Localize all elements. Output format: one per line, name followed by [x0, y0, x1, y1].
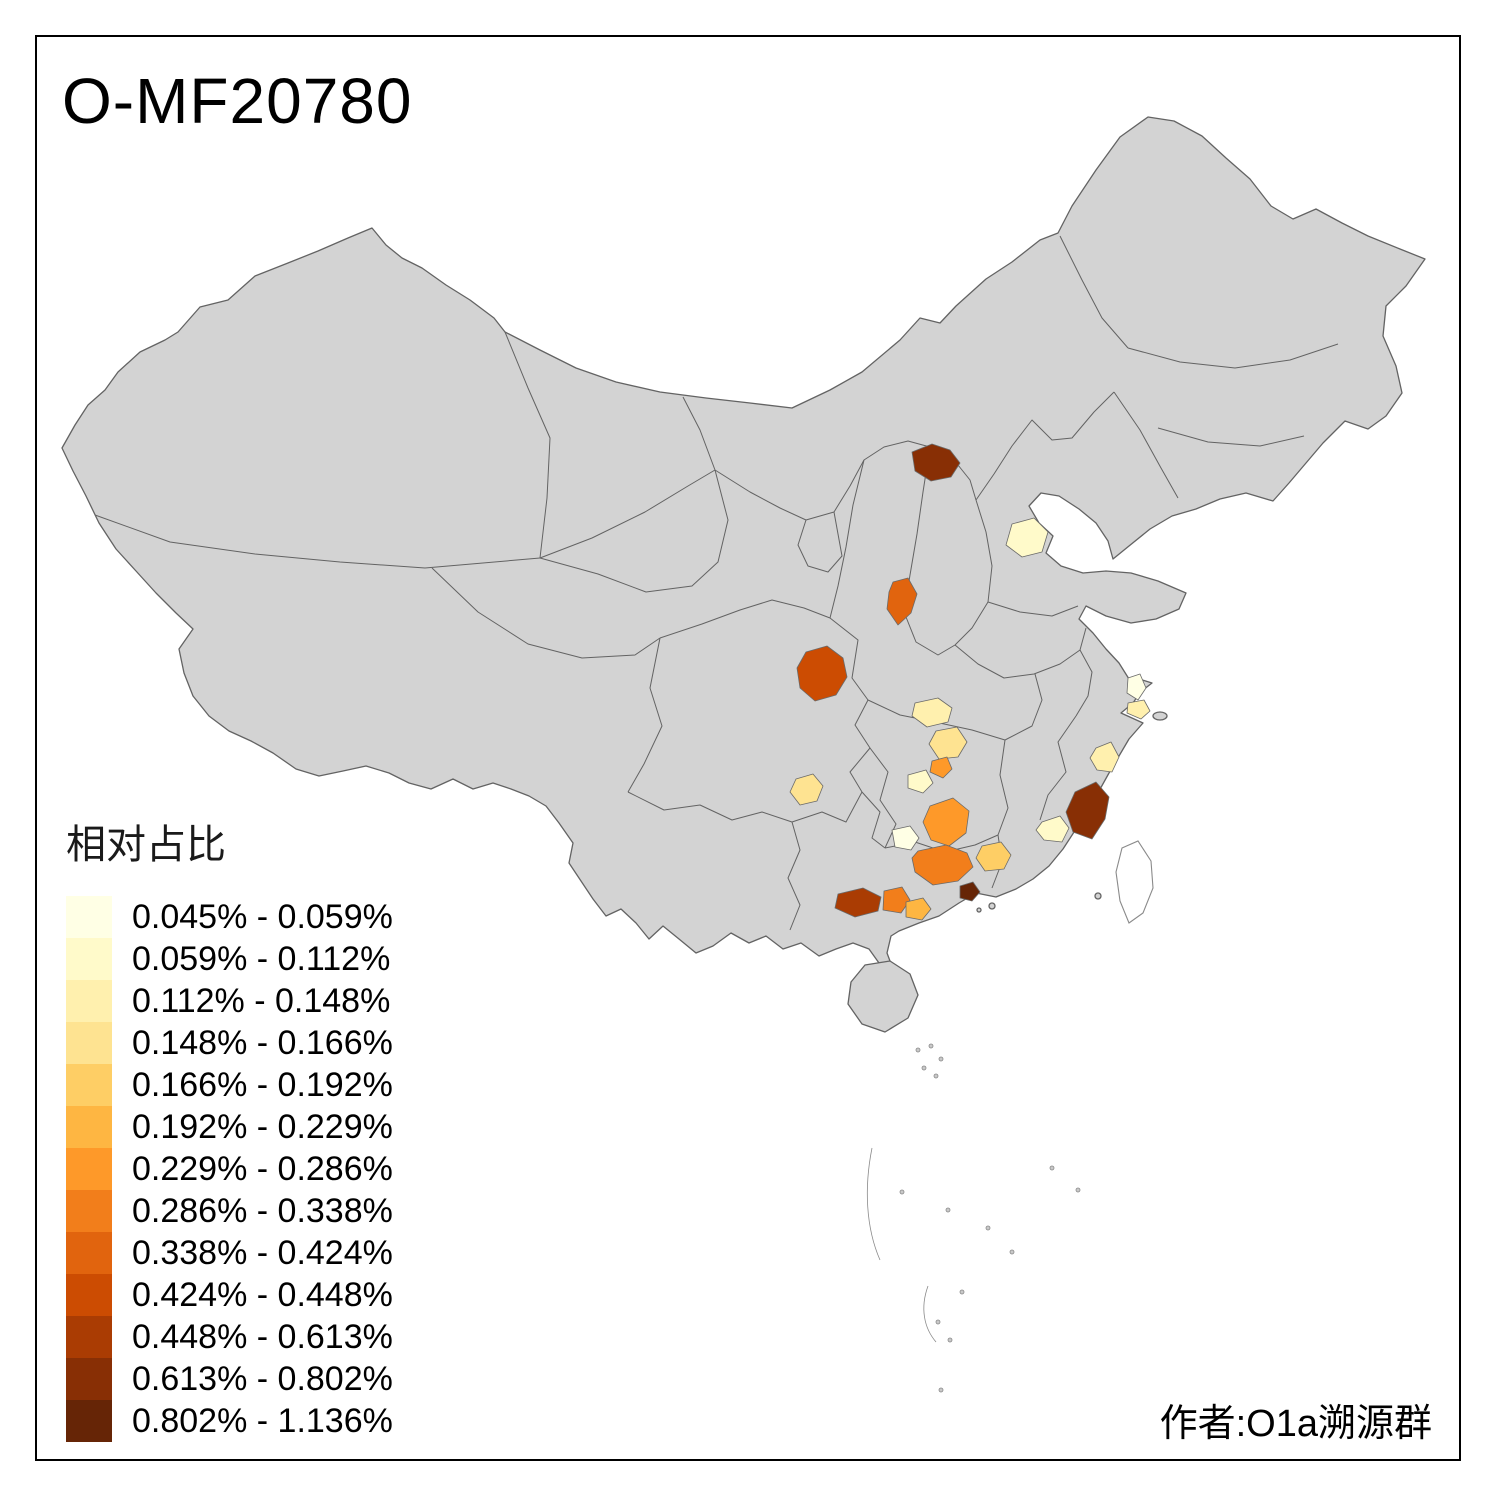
colored-prefectures [789, 443, 1151, 921]
map-region-patch [834, 887, 882, 918]
legend-item: 0.802% - 1.136% [66, 1400, 393, 1442]
legend-item: 0.112% - 0.148% [66, 980, 393, 1022]
legend-swatch [66, 1148, 112, 1190]
legend-label: 0.802% - 1.136% [132, 1401, 393, 1440]
legend-label: 0.424% - 0.448% [132, 1275, 393, 1314]
legend-swatch [66, 1022, 112, 1064]
zhoushan-island [1152, 711, 1168, 721]
penghu-island [1094, 892, 1102, 900]
legend-label: 0.448% - 0.613% [132, 1317, 393, 1356]
legend-item: 0.166% - 0.192% [66, 1064, 393, 1106]
legend-item: 0.229% - 0.286% [66, 1148, 393, 1190]
legend-swatch [66, 1190, 112, 1232]
legend-title: 相对占比 [66, 823, 226, 867]
legend-item: 0.045% - 0.059% [66, 896, 393, 938]
legend-swatch [66, 1064, 112, 1106]
legend-item: 0.338% - 0.424% [66, 1232, 393, 1274]
legend-swatch [66, 938, 112, 980]
china-base [61, 116, 1426, 1033]
page-title: O-MF20780 [62, 65, 413, 137]
legend-label: 0.059% - 0.112% [132, 939, 391, 978]
map-region-patch [1126, 699, 1151, 720]
map-region-patch [891, 825, 920, 851]
legend-swatch [66, 1106, 112, 1148]
attribution: 作者:O1a溯源群 [1159, 1403, 1432, 1445]
legend-item: 0.192% - 0.229% [66, 1106, 393, 1148]
legend-swatch [66, 1400, 112, 1442]
legend-item: 0.148% - 0.166% [66, 1022, 393, 1064]
map-region-patch [911, 443, 961, 482]
taiwan-island [1115, 840, 1154, 924]
map-region-patch [886, 577, 918, 626]
legend-swatch [66, 1358, 112, 1400]
legend-swatch [66, 1274, 112, 1316]
map-region-patch [1089, 741, 1120, 773]
map-region-patch [975, 841, 1012, 872]
map-region-patch [922, 797, 970, 847]
legend-label: 0.229% - 0.286% [132, 1149, 393, 1188]
legend-items: 0.045% - 0.059% 0.059% - 0.112% 0.112% - 0… [66, 896, 393, 1442]
map-region-patch [911, 844, 974, 886]
legend-swatch [66, 896, 112, 938]
map-region-patch [1005, 517, 1049, 558]
legend-item: 0.286% - 0.338% [66, 1190, 393, 1232]
legend-item: 0.448% - 0.613% [66, 1316, 393, 1358]
hainan-island [847, 960, 919, 1033]
map-region-patch [796, 645, 848, 702]
map-region-patch [907, 769, 934, 794]
map-region-patch [1035, 815, 1070, 843]
legend-swatch [66, 1316, 112, 1358]
legend-swatch [66, 980, 112, 1022]
legend-label: 0.112% - 0.148% [132, 981, 391, 1020]
macau-island [976, 907, 982, 913]
hongkong-island [988, 902, 996, 910]
map-region-patch [789, 773, 824, 806]
map-region-patch [959, 881, 981, 902]
south-china-sea-islets [866, 1043, 1081, 1393]
legend-label: 0.338% - 0.424% [132, 1233, 393, 1272]
map-region-patch [928, 726, 968, 760]
legend-label: 0.148% - 0.166% [132, 1023, 393, 1062]
legend-label: 0.045% - 0.059% [132, 897, 393, 936]
map-region-patch [1126, 673, 1147, 701]
legend-item: 0.613% - 0.802% [66, 1358, 393, 1400]
legend-item: 0.059% - 0.112% [66, 938, 393, 980]
map-region-patch [905, 897, 932, 921]
legend-swatch [66, 1232, 112, 1274]
legend-label: 0.286% - 0.338% [132, 1191, 393, 1230]
legend-label: 0.613% - 0.802% [132, 1359, 393, 1398]
legend: 相对占比 0.045% - 0.059% 0.059% - 0.112% 0.112… [66, 812, 393, 1442]
map-region-patch [1065, 781, 1110, 840]
china-mainland-outline [61, 116, 1426, 970]
legend-label: 0.192% - 0.229% [132, 1107, 393, 1146]
map-region-patch [882, 886, 911, 914]
map-region-patch [929, 756, 953, 779]
legend-label: 0.166% - 0.192% [132, 1065, 393, 1104]
map-region-patch [911, 697, 953, 728]
legend-item: 0.424% - 0.448% [66, 1274, 393, 1316]
